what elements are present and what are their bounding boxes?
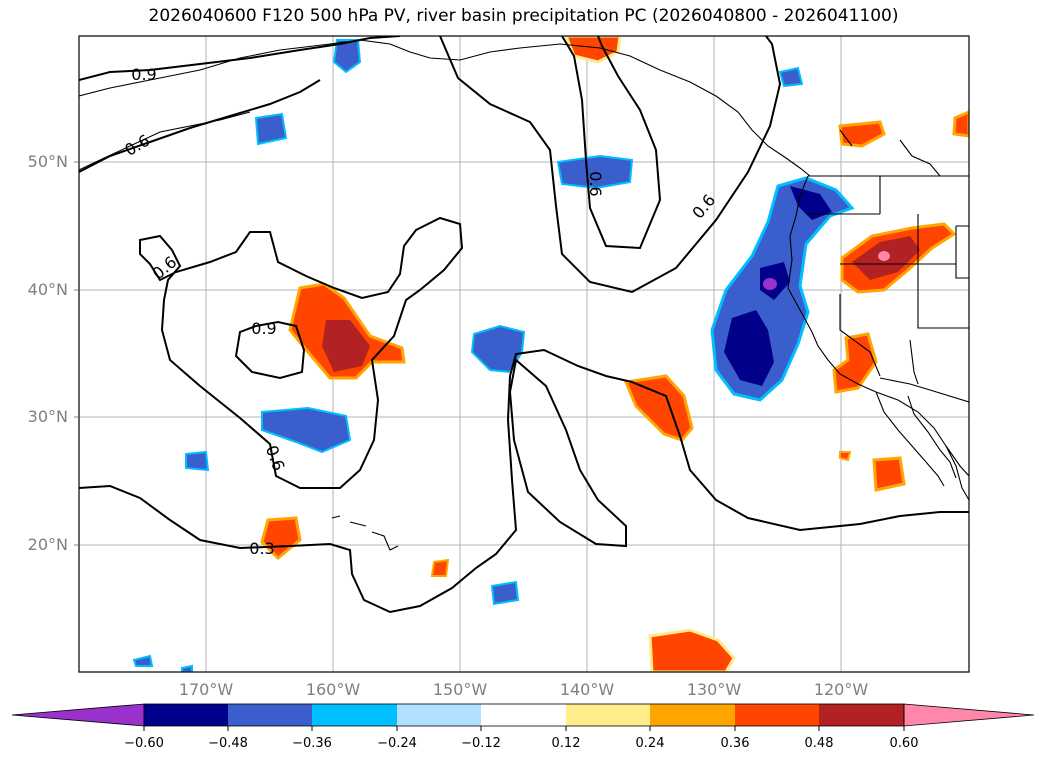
precip-blob (763, 278, 777, 290)
colorbar-tick-label: 0.48 (804, 736, 834, 751)
colorbar-tick-label: 0.60 (889, 736, 919, 751)
map-frame (78, 35, 970, 673)
aleutian-islands (79, 111, 251, 171)
canada-provinces (839, 129, 941, 177)
pv-contour-0.6-north (79, 79, 321, 173)
lat-label-30n: 30°N (27, 407, 68, 426)
contour-label: 0.3 (249, 539, 274, 558)
pv-contour-0.6-trough (439, 36, 782, 294)
colorbar-bin (819, 704, 904, 726)
lon-label-140w: 140°W (559, 680, 615, 699)
lon-label-120w: 120°W (813, 680, 869, 699)
contour-label: 0.6 (262, 443, 289, 473)
pv-contour-0.9-north (79, 36, 401, 81)
colorbar-bin (228, 704, 312, 726)
pv-contour-0.3-loop (508, 358, 627, 548)
baja-peninsula (875, 391, 957, 487)
precip-blob (556, 154, 634, 190)
precip-blob (185, 450, 210, 472)
colorbar-tick-label: −0.48 (208, 736, 248, 751)
precip-blob (778, 66, 804, 88)
precip-blob (724, 310, 774, 386)
lon-label-170w: 170°W (178, 680, 234, 699)
pv-contour-0.6-loop (139, 216, 464, 489)
precip-blob (322, 320, 370, 372)
colorbar-extend-high (903, 703, 1035, 727)
colorbar-extend-low (11, 703, 145, 727)
coastlines (79, 39, 969, 551)
colorbar-bin (312, 704, 397, 726)
pv-contours (79, 36, 969, 614)
colorbar-bin (481, 704, 566, 726)
colorbar-bin (735, 704, 819, 726)
colorbar-tick-label: 0.36 (720, 736, 750, 751)
bc-coast (787, 175, 969, 501)
colorbar (11, 703, 1035, 731)
colorbar-tick-label: 0.24 (635, 736, 665, 751)
precip-blob (260, 516, 302, 561)
precip-blob (470, 324, 526, 374)
colorbar-tick-label: −0.36 (292, 736, 332, 751)
colorbar-tick-label: −0.24 (377, 736, 417, 751)
colorbar-bin (566, 704, 650, 726)
mexico-border (879, 377, 969, 403)
contour-label: 0.6 (688, 191, 719, 223)
contour-labels: 0.9 0.6 0.6 0.9 0.6 0.6 0.3 0.6 (121, 65, 719, 558)
pv-contour-0.3 (79, 348, 969, 614)
precip-blob (832, 332, 878, 394)
colorbar-frame (143, 703, 905, 727)
axis-ticks (74, 161, 79, 546)
contour-label: 0.9 (131, 65, 156, 84)
precip-blob (623, 374, 694, 442)
precip-blob (181, 664, 193, 672)
precip-blob (132, 654, 154, 667)
precip-blob (839, 451, 852, 462)
colorbar-tick-label: −0.12 (461, 736, 501, 751)
precip-blob (872, 456, 906, 492)
precip-blob (254, 112, 288, 146)
hawaii-islands (331, 515, 399, 551)
chart-title: 2026040600 F120 500 hPa PV, river basin … (148, 6, 899, 26)
lat-label-20n: 20°N (27, 535, 68, 554)
precip-blob (430, 558, 450, 577)
colorbar-tick-label: −0.60 (124, 736, 164, 751)
contour-label: 0.6 (586, 171, 605, 196)
contour-label: 0.6 (121, 131, 153, 160)
colorbar-tick-label: 0.12 (551, 736, 581, 751)
lat-label-50n: 50°N (27, 152, 68, 171)
lon-label-130w: 130°W (686, 680, 742, 699)
precip-blob (952, 110, 969, 138)
graticule (79, 36, 969, 672)
lat-label-40n: 40°N (27, 280, 68, 299)
precip-blob (261, 406, 352, 454)
pv-contour-0.6-inner (561, 36, 662, 250)
precip-blob (490, 580, 520, 606)
colorbar-bin (144, 704, 228, 726)
contour-label: 0.9 (251, 319, 276, 338)
precip-blob (838, 120, 886, 148)
lon-label-160w: 160°W (305, 680, 361, 699)
lon-label-150w: 150°W (432, 680, 488, 699)
precip-shading (132, 36, 969, 672)
mainland-mexico (945, 445, 969, 477)
precip-blob (332, 39, 362, 74)
pv-contour-0.9-center (234, 320, 306, 380)
alaska-coast (79, 39, 811, 177)
colorbar-bin (650, 704, 735, 726)
state-borders (806, 176, 969, 385)
precip-blob (878, 251, 890, 261)
colorbar-bin (397, 704, 481, 726)
precip-blob (648, 628, 736, 672)
